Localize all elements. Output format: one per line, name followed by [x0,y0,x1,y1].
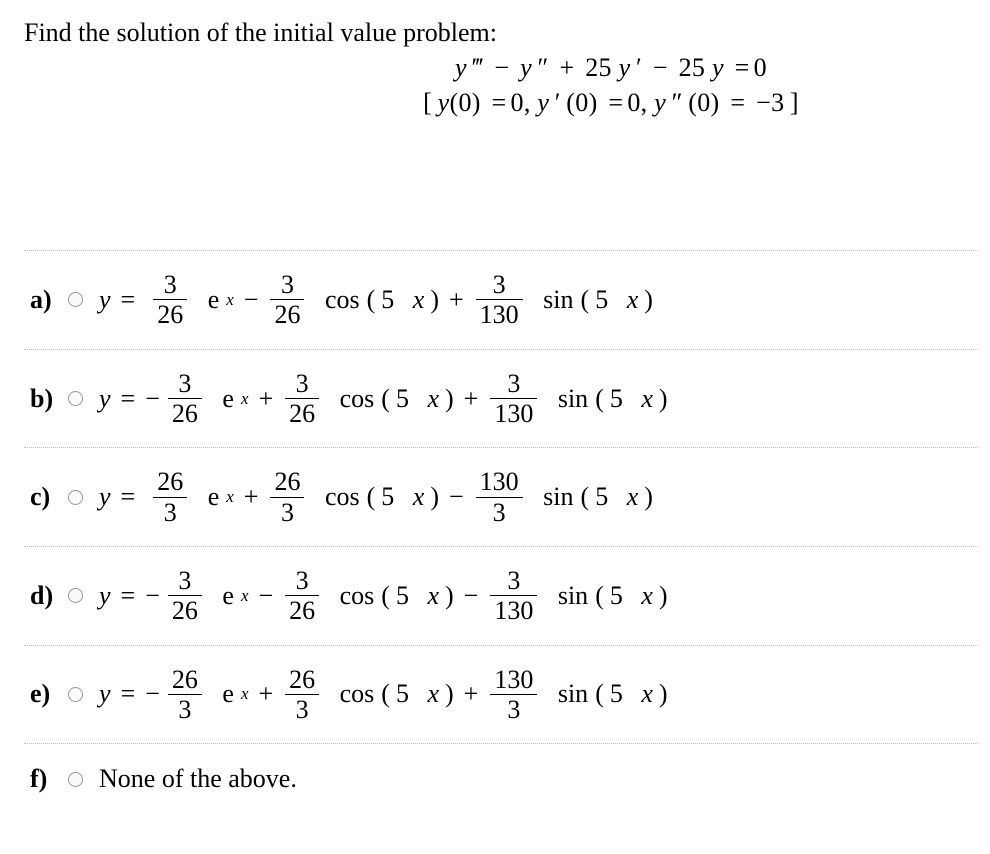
choice-e-math: y= − 263 ex + 263 cos(5 x) + 1303 sin(5 … [99,666,668,724]
radio-a[interactable] [68,292,83,307]
choice-f[interactable]: f) None of the above. [24,744,978,814]
choice-a-label: a) [30,285,58,315]
choice-b[interactable]: b) y= − 326 ex + 326 cos(5 x) + 3130 sin… [24,350,978,449]
choice-b-label: b) [30,384,58,414]
ode-line-1: y ‴ − y ″ + 25 y ′ − 25 y =0 [244,50,978,85]
radio-b[interactable] [68,391,83,406]
radio-e[interactable] [68,687,83,702]
choice-a-math: y= 326 ex − 326 cos(5 x) + 3130 sin(5 x) [99,271,653,329]
choice-c[interactable]: c) y= 263 ex + 263 cos(5 x) − 1303 sin(5… [24,448,978,547]
choice-d[interactable]: d) y= − 326 ex − 326 cos(5 x) − 3130 sin… [24,547,978,646]
radio-f[interactable] [68,772,83,787]
choice-b-math: y= − 326 ex + 326 cos(5 x) + 3130 sin(5 … [99,370,668,428]
radio-c[interactable] [68,490,83,505]
choice-f-label: f) [30,764,58,794]
choice-e[interactable]: e) y= − 263 ex + 263 cos(5 x) + 1303 sin… [24,646,978,745]
ode-equations: y ‴ − y ″ + 25 y ′ − 25 y =0 [ y(0) =0, … [244,50,978,120]
choice-d-math: y= − 326 ex − 326 cos(5 x) − 3130 sin(5 … [99,567,668,625]
choice-c-label: c) [30,482,58,512]
choice-f-text: None of the above. [99,764,297,794]
ode-line-2: [ y(0) =0, y ′ (0) =0, y ″ (0) = −3 ] [244,85,978,120]
question-prompt: Find the solution of the initial value p… [24,18,978,48]
choice-c-math: y= 263 ex + 263 cos(5 x) − 1303 sin(5 x) [99,468,653,526]
choice-d-label: d) [30,581,58,611]
answer-choices: a) y= 326 ex − 326 cos(5 x) + 3130 sin(5… [24,250,978,814]
radio-d[interactable] [68,588,83,603]
choice-a[interactable]: a) y= 326 ex − 326 cos(5 x) + 3130 sin(5… [24,251,978,350]
choice-e-label: e) [30,679,58,709]
